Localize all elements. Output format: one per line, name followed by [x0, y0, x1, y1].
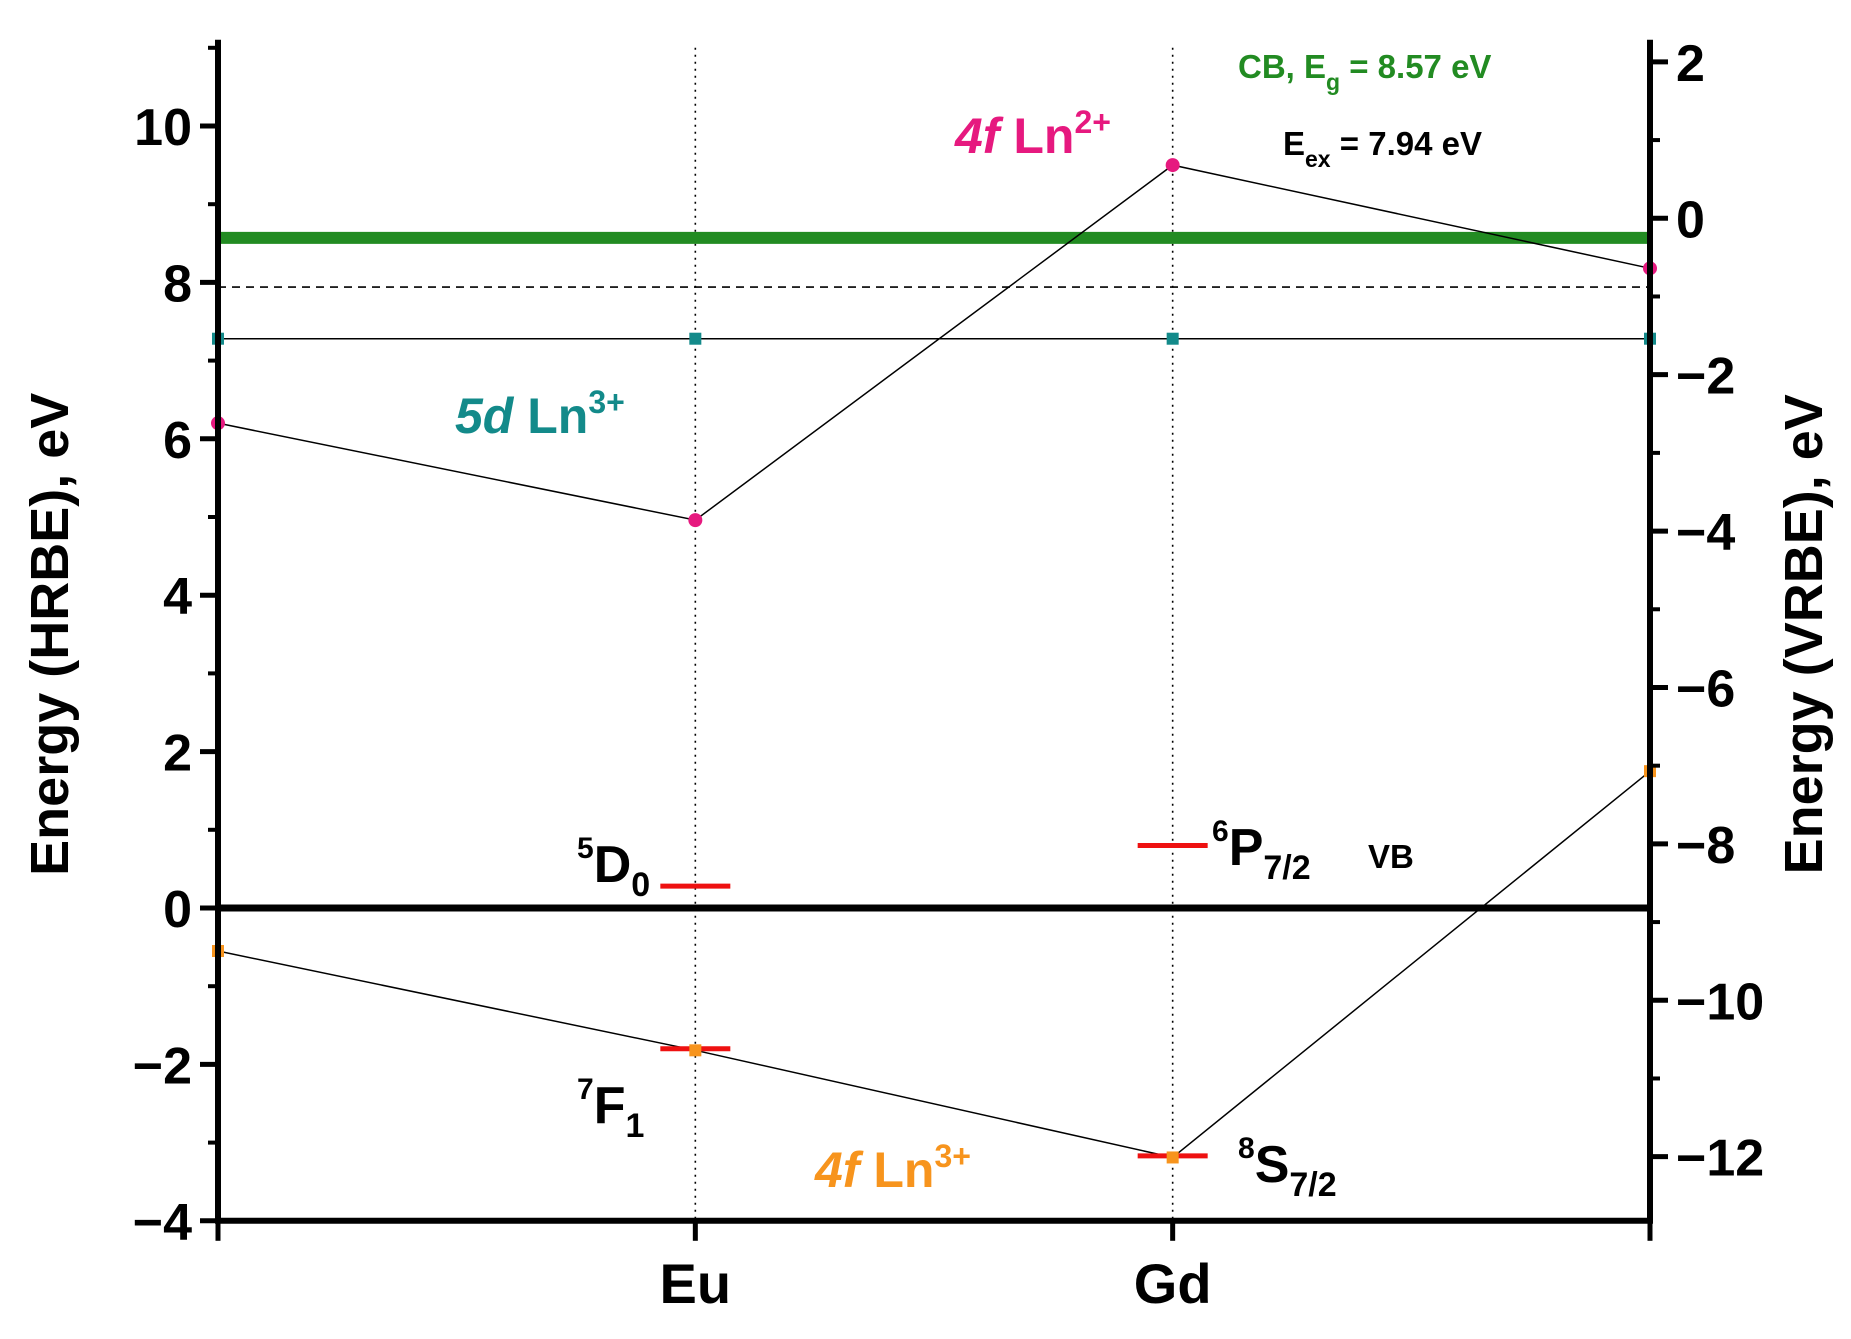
- vb-label: VB: [1368, 838, 1414, 875]
- term-8s72-sub: 7/2: [1289, 1166, 1336, 1204]
- x-tick-label-gd: Gd: [1134, 1252, 1212, 1315]
- eex-annotation-base: E: [1283, 125, 1305, 162]
- y-left-axis-title: Energy (HRBE), eV: [20, 393, 80, 876]
- left-tick-label: −4: [133, 1194, 192, 1252]
- left-tick-label: 4: [163, 568, 192, 626]
- term-8s72-sup: 8: [1238, 1132, 1255, 1165]
- plot-marks: [211, 47, 1657, 1221]
- ln2-4f-label-base: Ln: [999, 108, 1074, 164]
- left-tick-label: 2: [163, 725, 192, 783]
- series-line-ln3_4f: [217, 770, 1651, 1159]
- ln3-4f-label-sup: 3+: [934, 1138, 970, 1174]
- data-point-ln2_4f-2: [1165, 158, 1180, 173]
- ln2-4f-label-italic: 4f: [954, 108, 1004, 164]
- term-5d0: 5D0: [577, 832, 650, 904]
- term-6p72: 6P7/2: [1212, 815, 1311, 887]
- term-7f1-base: F: [594, 1077, 626, 1135]
- term-8s72: 8S7/2: [1238, 1132, 1337, 1204]
- left-tick-label: 0: [163, 881, 192, 939]
- right-tick-label: −2: [1676, 348, 1735, 406]
- right-tick-label: −4: [1676, 504, 1735, 562]
- ln3-4f-label: 4f Ln3+: [814, 1138, 971, 1198]
- ln3-4f-label-italic: 4f: [814, 1142, 864, 1198]
- ln2-4f-label-sup: 2+: [1074, 104, 1110, 140]
- term-6p72-base: P: [1229, 819, 1264, 877]
- left-tick-label: 8: [163, 255, 192, 313]
- ln3-5d-label-base: Ln: [513, 388, 588, 444]
- cb-annotation-base: CB, E: [1238, 48, 1326, 85]
- term-8s72-base: S: [1255, 1136, 1290, 1194]
- data-point-ln3_4f-1: [689, 1044, 702, 1057]
- data-point-ln3_4f-2: [1166, 1151, 1179, 1164]
- right-tick-label: −8: [1676, 817, 1735, 875]
- term-7f1-sub: 1: [625, 1107, 644, 1145]
- term-5d0-base: D: [594, 836, 632, 894]
- term-5d0-sup: 5: [577, 832, 594, 865]
- right-tick-label: 0: [1676, 191, 1705, 249]
- term-5d0-sub: 0: [631, 866, 650, 904]
- eex-annotation-sub: ex: [1305, 146, 1331, 172]
- eex-annotation: Eex = 7.94 eV: [1283, 125, 1482, 172]
- x-tick-label-eu: Eu: [660, 1252, 732, 1315]
- y-right-axis-title: Energy (VRBE), eV: [1774, 394, 1834, 874]
- left-tick-label: 6: [163, 412, 192, 470]
- term-7f1-sup: 7: [577, 1073, 594, 1106]
- ln3-5d-label-sup: 3+: [588, 384, 624, 420]
- cb-annotation: CB, Eg = 8.57 eV: [1238, 48, 1491, 95]
- term-7f1: 7F1: [577, 1073, 644, 1145]
- right-tick-label: −6: [1676, 660, 1735, 718]
- ln3-5d-label: 5d Ln3+: [455, 384, 625, 444]
- right-tick-label: 2: [1676, 35, 1705, 93]
- left-tick-label: −2: [133, 1037, 192, 1095]
- eex-annotation-rest: = 7.94 eV: [1331, 125, 1482, 162]
- cb-annotation-sub: g: [1326, 69, 1340, 95]
- right-tick-label: −10: [1676, 973, 1764, 1031]
- cb-annotation-rest: = 8.57 eV: [1340, 48, 1491, 85]
- term-6p72-sup: 6: [1212, 815, 1229, 848]
- data-point-ln3_5d-1: [689, 332, 702, 345]
- data-point-ln2_4f-1: [688, 513, 703, 528]
- left-tick-label: 10: [134, 99, 192, 157]
- data-point-ln3_5d-2: [1166, 332, 1179, 345]
- ln3-4f-label-base: Ln: [859, 1142, 934, 1198]
- ln3-5d-label-italic: 5d: [455, 388, 515, 444]
- right-tick-label: −12: [1676, 1130, 1764, 1188]
- series-line-ln2_4f: [217, 164, 1651, 521]
- term-6p72-sub: 7/2: [1263, 849, 1310, 887]
- ln2-4f-label: 4f Ln2+: [954, 104, 1111, 164]
